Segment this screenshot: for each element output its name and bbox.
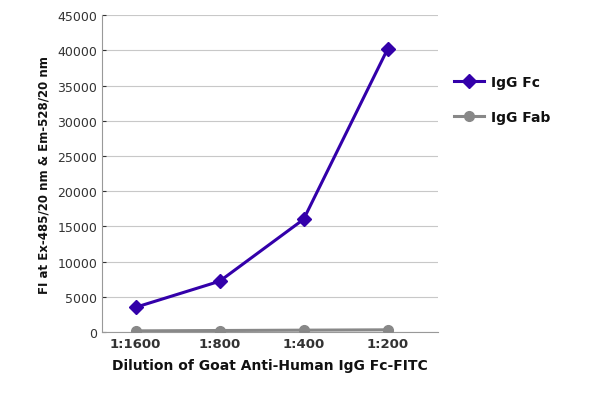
Line: IgG Fc: IgG Fc [131,45,392,312]
Legend: IgG Fc, IgG Fab: IgG Fc, IgG Fab [448,70,556,130]
X-axis label: Dilution of Goat Anti-Human IgG Fc-FITC: Dilution of Goat Anti-Human IgG Fc-FITC [112,358,428,372]
IgG Fc [384,47,391,52]
IgG Fab [216,328,223,333]
IgG Fab [132,328,139,333]
Y-axis label: FI at Ex-485/20 nm & Em-528/20 nm: FI at Ex-485/20 nm & Em-528/20 nm [37,55,50,293]
IgG Fc [216,279,223,284]
IgG Fc [132,305,139,310]
Line: IgG Fab: IgG Fab [131,325,392,336]
IgG Fab [384,328,391,333]
IgG Fc [300,217,307,222]
IgG Fab [300,328,307,333]
